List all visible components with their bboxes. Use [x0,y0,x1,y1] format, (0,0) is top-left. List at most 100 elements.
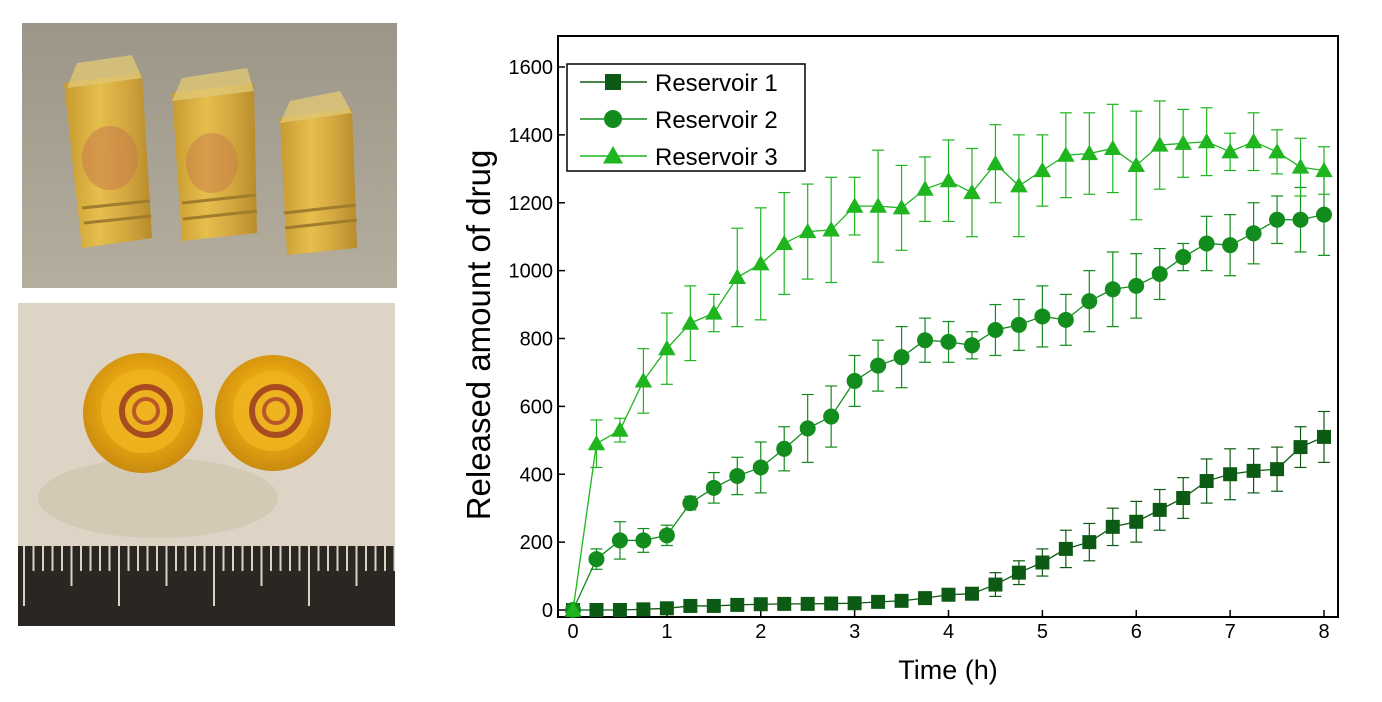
data-point [1223,467,1238,482]
data-point [1198,235,1215,252]
data-point [611,532,628,549]
data-point [1317,429,1331,444]
data-point [941,587,956,602]
data-point [753,597,768,612]
data-point [1080,144,1099,161]
data-point [1221,143,1239,159]
series-line [573,436,1325,611]
data-point [1127,156,1145,172]
data-point [1174,134,1192,150]
data-point [870,357,887,374]
data-point [588,551,605,568]
data-point [845,197,864,213]
data-point [986,154,1005,171]
y-tick-label: 400 [520,464,553,486]
legend-label: Reservoir 3 [655,144,778,171]
x-tick-label: 3 [849,621,860,643]
data-point [892,199,911,215]
data-point [916,180,934,196]
data-point [1197,132,1216,149]
data-point [1057,146,1075,162]
legend-label: Reservoir 2 [655,107,778,134]
y-tick-label: 200 [520,532,553,554]
x-tick-label: 8 [1318,621,1329,643]
y-axis-title: Released amount of drug [460,150,497,521]
data-point [987,322,1004,339]
data-point [1176,491,1191,506]
data-point [752,255,770,271]
two-reservoirs-top-view-with-ruler-icon [18,303,395,626]
data-point [1011,565,1026,580]
data-point [658,339,676,356]
data-point [706,598,721,613]
x-tick-label: 4 [943,621,954,643]
data-point [1035,555,1050,570]
data-point [1244,132,1263,149]
data-point [729,467,746,484]
y-tick-label: 1200 [509,193,554,215]
data-point [1293,440,1308,455]
data-point [589,603,604,617]
data-point [611,421,629,437]
data-point [1292,211,1309,228]
data-point [988,577,1003,592]
series-1 [566,410,1331,617]
data-point [917,332,934,349]
data-point [1128,277,1145,294]
data-point [871,594,886,609]
data-point [1151,266,1168,283]
data-point [822,221,840,237]
data-point [798,222,817,239]
data-point [681,314,700,330]
data-point [752,459,769,476]
data-point [776,440,793,457]
photo-three-reservoirs [22,23,397,288]
data-point [1270,462,1285,477]
legend-marker [604,110,622,128]
y-tick-label: 1600 [509,57,554,79]
data-point [939,171,958,188]
data-point [800,596,815,611]
data-point [1010,316,1027,333]
data-point [1082,535,1097,550]
data-point [847,596,862,611]
data-point [730,597,745,612]
data-point [1152,502,1167,517]
data-point [1269,211,1286,228]
data-point [1058,541,1073,556]
y-tick-label: 800 [520,329,553,351]
legend-label: Reservoir 1 [655,70,778,97]
data-point [777,596,792,611]
data-point [728,268,747,284]
series-2 [565,173,1332,618]
y-tick-label: 1000 [509,261,554,283]
series-3 [564,100,1333,617]
data-point [683,598,698,613]
data-point [1129,514,1144,529]
x-tick-label: 7 [1225,621,1236,643]
data-point [705,304,723,320]
data-point [1199,474,1214,489]
data-point [564,601,582,617]
data-point [1104,281,1121,298]
data-point [1245,225,1262,242]
data-point [1104,139,1122,156]
data-point [964,586,979,601]
data-point [1057,311,1074,328]
data-point [1175,249,1192,266]
data-point [1010,177,1028,193]
data-point [963,337,980,354]
data-point [705,479,722,496]
y-tick-label: 600 [520,396,553,418]
data-point [1105,519,1120,534]
y-tick-label: 0 [542,600,553,622]
x-tick-label: 5 [1037,621,1048,643]
data-point [1034,308,1051,325]
y-tick-label: 1400 [509,125,554,147]
x-tick-label: 2 [755,621,766,643]
data-point [634,372,653,388]
data-point [587,434,606,451]
data-point [918,591,933,606]
data-point [1033,161,1052,178]
